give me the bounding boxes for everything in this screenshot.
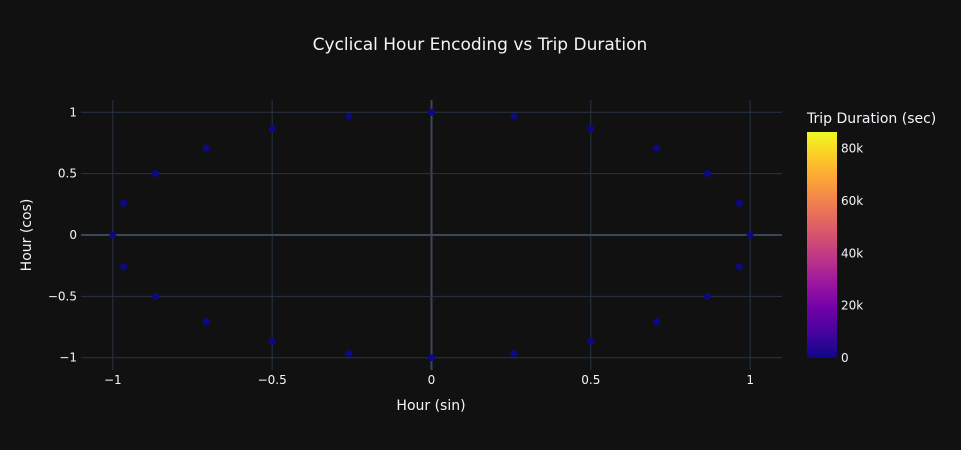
y-tick-label: 1 bbox=[69, 105, 77, 119]
data-point bbox=[345, 112, 353, 120]
data-point bbox=[735, 263, 743, 271]
data-point bbox=[510, 350, 518, 358]
data-point bbox=[120, 199, 128, 207]
x-tick-label: −0.5 bbox=[258, 373, 287, 387]
data-point bbox=[587, 125, 595, 133]
x-axis-ticks: −1 −0.5 0 0.5 1 bbox=[104, 373, 754, 387]
x-axis-title: Hour (sin) bbox=[396, 398, 465, 414]
data-point bbox=[746, 231, 754, 239]
data-point bbox=[202, 144, 210, 152]
data-point bbox=[587, 337, 595, 345]
data-point bbox=[152, 292, 160, 300]
data-point bbox=[428, 108, 435, 116]
data-point bbox=[510, 112, 518, 120]
data-point bbox=[653, 318, 661, 326]
y-tick-label: 0 bbox=[69, 228, 77, 242]
data-point bbox=[345, 350, 353, 358]
data-point bbox=[120, 263, 128, 271]
data-point bbox=[735, 199, 743, 207]
y-tick-label: −0.5 bbox=[48, 289, 77, 303]
data-point bbox=[703, 170, 711, 178]
y-tick-label: −1 bbox=[59, 351, 77, 365]
y-tick-label: 0.5 bbox=[58, 167, 77, 181]
chart-title: Cyclical Hour Encoding vs Trip Duration bbox=[313, 35, 648, 55]
data-point bbox=[109, 231, 117, 239]
data-points bbox=[109, 108, 754, 362]
data-point bbox=[152, 170, 160, 178]
y-axis-ticks: −1 −0.5 0 0.5 1 bbox=[48, 105, 77, 364]
x-tick-label: 0 bbox=[428, 373, 436, 387]
x-tick-label: −1 bbox=[104, 373, 122, 387]
colorbar-tick-label: 20k bbox=[841, 299, 863, 313]
data-point bbox=[268, 337, 276, 345]
colorbar-gradient bbox=[807, 132, 837, 358]
colorbar-tick-label: 0 bbox=[841, 351, 849, 365]
colorbar-tick-label: 80k bbox=[841, 142, 863, 156]
colorbar-title: Trip Duration (sec) bbox=[806, 111, 936, 127]
colorbar-tick-label: 60k bbox=[841, 194, 863, 208]
x-tick-label: 1 bbox=[746, 373, 754, 387]
data-point bbox=[428, 354, 435, 362]
data-point bbox=[202, 318, 210, 326]
data-point bbox=[653, 144, 661, 152]
data-point bbox=[703, 292, 711, 300]
data-point bbox=[268, 125, 276, 133]
x-tick-label: 0.5 bbox=[581, 373, 600, 387]
y-axis-title: Hour (cos) bbox=[19, 199, 35, 272]
colorbar-tick-label: 40k bbox=[841, 246, 863, 260]
colorbar-ticks: 0 20k 40k 60k 80k bbox=[841, 142, 863, 365]
